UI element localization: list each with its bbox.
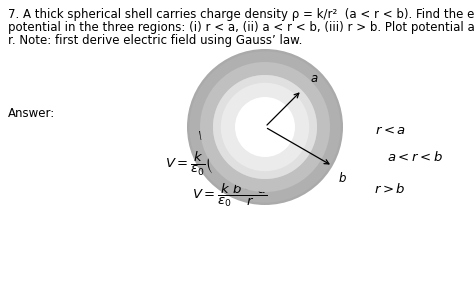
Circle shape [189, 51, 341, 203]
Circle shape [213, 75, 317, 179]
Circle shape [213, 75, 317, 179]
Text: $b$: $b$ [337, 171, 346, 185]
Text: $V = \dfrac{k}{\varepsilon_0}\left(1 - \dfrac{a}{r} + \ln\dfrac{b}{r}\right)$: $V = \dfrac{k}{\varepsilon_0}\left(1 - \… [165, 150, 295, 178]
Text: $V = \dfrac{k}{\varepsilon_0}\ln\dfrac{b}{a}$: $V = \dfrac{k}{\varepsilon_0}\ln\dfrac{b… [198, 124, 263, 151]
Text: $a < r < b$: $a < r < b$ [387, 150, 443, 164]
Text: $r < a$: $r < a$ [374, 124, 405, 137]
Circle shape [187, 49, 343, 205]
Circle shape [235, 97, 295, 157]
Text: $V = \dfrac{k}{\varepsilon_0}\dfrac{b-a}{r}$: $V = \dfrac{k}{\varepsilon_0}\dfrac{b-a}… [192, 182, 268, 209]
Text: $a$: $a$ [310, 72, 318, 85]
Text: r. Note: first derive electric field using Gauss’ law.: r. Note: first derive electric field usi… [8, 34, 302, 47]
Text: 7. A thick spherical shell carries charge density ρ = k/r²  (a < r < b). Find th: 7. A thick spherical shell carries charg… [8, 8, 474, 21]
Text: $r > b$: $r > b$ [374, 182, 406, 196]
Text: Answer:: Answer: [8, 107, 55, 120]
Text: potential in the three regions: (i) r < a, (ii) a < r < b, (iii) r > b. Plot pot: potential in the three regions: (i) r < … [8, 21, 474, 34]
Circle shape [200, 62, 330, 192]
Circle shape [221, 83, 309, 171]
